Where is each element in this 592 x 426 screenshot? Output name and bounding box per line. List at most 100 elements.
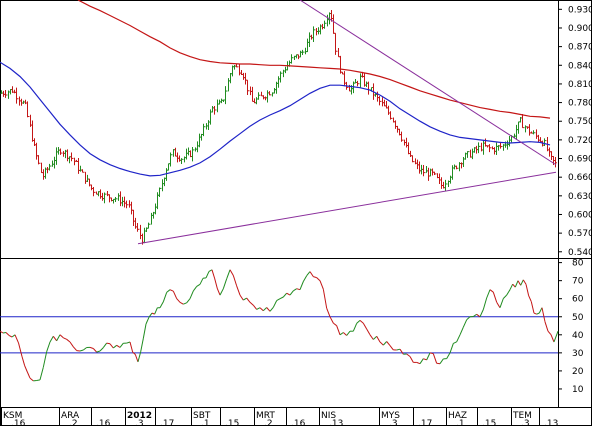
osc-segment [319,280,324,290]
price-y-tick-label: 0.720 [568,136,592,146]
osc-segment [496,301,501,308]
osc-segment [272,300,278,308]
osc-segment [449,343,454,354]
osc-segment [329,316,334,324]
osc-segment [8,334,13,338]
osc-segment [236,285,241,296]
osc-segment [499,298,504,308]
x-day-label: .2 [69,419,78,426]
osc-segment [116,344,121,348]
osc-segment [316,277,321,282]
osc-segment [550,334,555,343]
osc-segment [276,298,281,302]
osc-segment [5,332,10,336]
osc-segment [92,348,98,353]
osc-y-tick-label: 10 [572,385,584,395]
x-month-label: 2012 [127,411,152,421]
osc-segment [536,312,540,315]
x-day-label: .15 [225,419,239,426]
osc-segment [151,312,155,315]
ma-fast-line [0,61,551,177]
osc-segment [63,337,67,340]
osc-segment [482,297,488,310]
osc-segment [313,276,317,279]
osc-segment [259,307,264,312]
osc-segment [66,338,71,343]
osc-segment [409,356,414,363]
osc-segment [83,347,87,351]
osc-segment [476,313,481,318]
osc-segment [282,292,288,298]
osc-segment [196,283,201,287]
osc-segment [42,351,48,368]
x-day-label: .16 [11,419,26,426]
x-day-label: .2 [264,419,273,426]
osc-segment [302,275,308,282]
price-y-tick-label: 0.690 [568,155,592,165]
osc-segment [522,279,527,285]
osc-segment [142,323,147,339]
osc-segment [296,288,301,291]
osc-segment [506,289,511,296]
osc-segment [24,365,28,373]
osc-segment [473,313,477,317]
osc-segment [2,332,7,334]
osc-segment [199,278,204,285]
osc-segment [0,330,4,334]
osc-segment [396,348,401,351]
osc-segment [553,331,559,343]
osc-y-tick-label: 40 [572,331,584,341]
osc-segment [226,269,231,279]
osc-segment [232,275,238,287]
x-day-label: .13 [329,419,343,426]
osc-segment [486,289,491,299]
osc-segment [239,294,244,301]
osc-segment [456,334,461,343]
osc-y-tick-label: 60 [572,295,584,305]
price-y-tick-label: 0.780 [568,99,592,109]
osc-segment [137,351,142,363]
osc-segment [286,292,291,296]
osc-segment [169,289,174,292]
osc-segment [279,296,284,300]
osc-segment [262,307,268,312]
osc-segment [229,269,234,276]
osc-segment [322,289,328,309]
osc-segment [89,346,94,349]
price-y-tick-label: 0.630 [568,192,592,202]
osc-segment [386,341,391,346]
osc-segment [29,377,34,382]
price-y-tick-label: 0.930 [568,5,592,15]
x-month-label: ARA [61,411,80,421]
osc-y-tick-label: 30 [572,349,584,359]
x-axis: KSM.16ARA.2.162012.3.17SBT.1.15MRT.2.16N… [1,408,558,426]
osc-segment [183,302,187,305]
osc-segment [102,342,108,348]
osc-segment [538,307,543,314]
osc-segment [479,309,484,318]
trendline-2 [299,0,557,166]
osc-segment [18,342,23,357]
osc-segment [36,379,41,381]
osc-segment [462,319,468,328]
oscillator-panel: 80 70 60 50 40 30 20 10 [0,259,592,408]
osc-segment [382,341,388,346]
x-day-label: .16 [96,419,111,426]
x-month-label: MYS [381,411,400,421]
trendline-1 [137,171,557,245]
osc-segment [309,271,314,277]
x-day-label: .16 [291,419,306,426]
osc-segment [512,283,516,288]
osc-segment [59,334,64,339]
osc-segment [129,341,134,353]
osc-segment [148,312,153,318]
osc-segment [533,312,537,315]
osc-segment [459,326,464,336]
osc-segment [79,349,84,352]
osc-segment [192,286,198,292]
osc-segment [243,297,247,301]
osc-segment [109,343,114,349]
osc-segment [432,353,438,364]
x-day-label: .1 [456,419,465,426]
x-month-label: SBT [193,411,211,421]
